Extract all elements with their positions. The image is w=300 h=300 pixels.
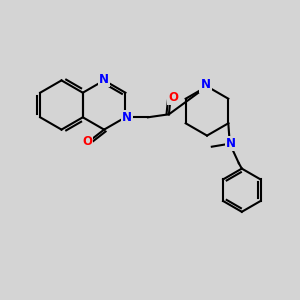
- Text: N: N: [200, 78, 211, 92]
- Text: N: N: [226, 137, 236, 150]
- Text: N: N: [122, 111, 132, 124]
- Text: O: O: [168, 91, 178, 104]
- Text: N: N: [99, 73, 109, 86]
- Text: O: O: [82, 135, 92, 148]
